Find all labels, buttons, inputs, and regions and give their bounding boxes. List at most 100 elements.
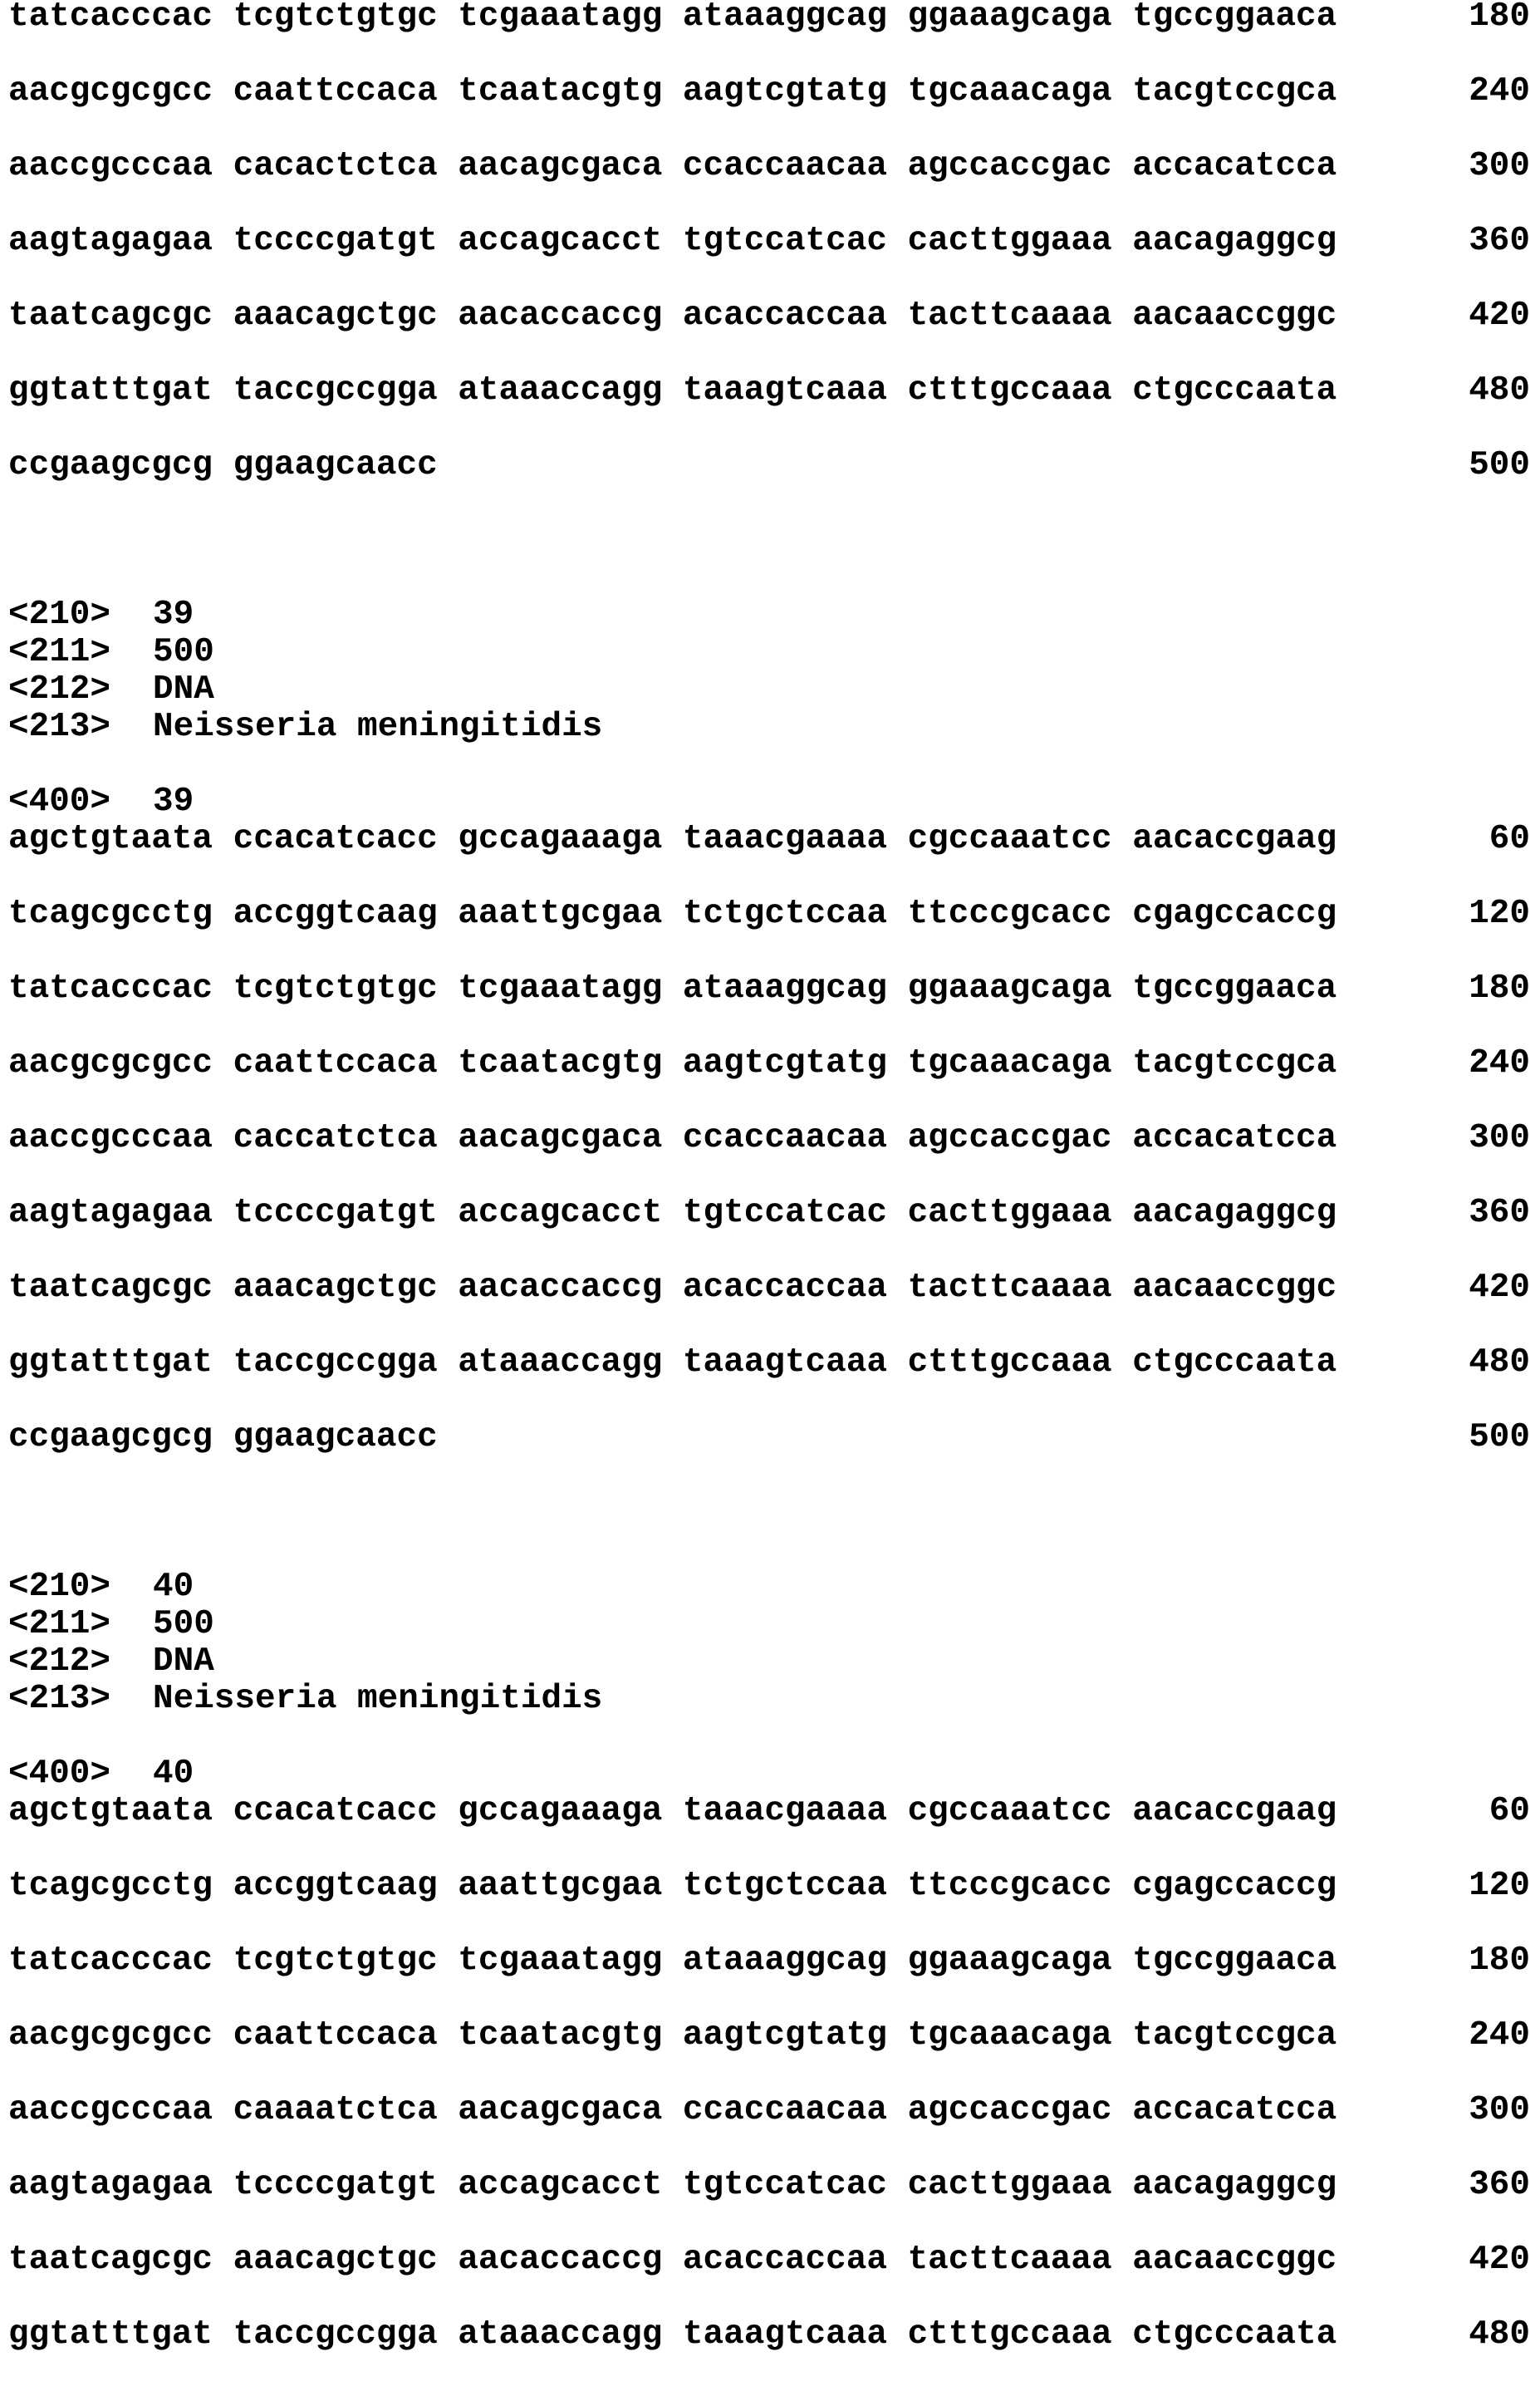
field-value: DNA (153, 1642, 214, 1681)
position-number: 300 (1469, 1120, 1530, 1157)
field-line: <210>40 (8, 1569, 1530, 1606)
sequence-text: agctgtaata ccacatcacc gccagaaaga taaacga… (8, 1792, 1336, 1830)
field-tag: <213> (8, 709, 153, 746)
field-value: 39 (153, 783, 194, 821)
field-value: Neisseria meningitidis (153, 708, 602, 746)
sequence-entry: <210>39<211>500<212>DNA<213>Neisseria me… (8, 597, 1530, 1456)
sequence-text: aaccgcccaa caccatctca aacagcgaca ccaccaa… (8, 1119, 1336, 1157)
field-tag: <211> (8, 1606, 153, 1643)
sequence-text: ccgaagcgcg ggaagcaacc (8, 1418, 438, 1456)
sequence-text: ccgaagcgcg ggaagcaacc (8, 446, 438, 484)
sequence-row: aagtagagaa tccccgatgt accagcacct tgtccat… (8, 2167, 1530, 2204)
sequence-row: tcagcgcctg accggtcaag aaattgcgaa tctgctc… (8, 896, 1530, 933)
sequence-text: aacgcgcgcc caattccaca tcaatacgtg aagtcgt… (8, 2016, 1336, 2055)
sequence-text: aagtagagaa tccccgatgt accagcacct tgtccat… (8, 2166, 1336, 2204)
field-value: 40 (153, 1568, 194, 1606)
field-tag: <210> (8, 597, 153, 634)
position-number: 120 (1469, 896, 1530, 933)
entry-header: <210>40<211>500<212>DNA<213>Neisseria me… (8, 1569, 1530, 1718)
position-number: 240 (1469, 73, 1530, 110)
sequence-text: tcagcgcctg accggtcaag aaattgcgaa tctgctc… (8, 1867, 1336, 1905)
sequence-text: ggtatttgat taccgccgga ataaaccagg taaagtc… (8, 1343, 1336, 1382)
sequence-row: aacgcgcgcc caattccaca tcaatacgtg aagtcgt… (8, 1045, 1530, 1083)
sequence-text: taatcagcgc aaacagctgc aacaccaccg acaccac… (8, 2241, 1336, 2279)
sequence-row: taatcagcgc aaacagctgc aacaccaccg acaccac… (8, 1269, 1530, 1307)
position-number: 360 (1469, 2167, 1530, 2204)
field-value: 39 (153, 596, 194, 634)
block-spacer (8, 1494, 1530, 1569)
sequence-text: taatcagcgc aaacagctgc aacaccaccg acaccac… (8, 297, 1336, 335)
sequence-row: ggtatttgat taccgccgga ataaaccagg taaagtc… (8, 1344, 1530, 1382)
position-number: 300 (1469, 2092, 1530, 2129)
field-line: <211>500 (8, 1606, 1530, 1643)
sequence-text: tatcacccac tcgtctgtgc tcgaaatagg ataaagg… (8, 970, 1336, 1008)
sequence-row: tatcacccac tcgtctgtgc tcgaaatagg ataaagg… (8, 970, 1530, 1008)
field-tag: <400> (8, 1755, 153, 1793)
continued-sequence-block: tatcacccac tcgtctgtgc tcgaaatagg ataaagg… (8, 0, 1530, 484)
field-value: DNA (153, 670, 214, 709)
sequence-row: ccgaagcgcg ggaagcaacc 500 (8, 1419, 1530, 1456)
block-spacer (8, 522, 1530, 597)
field-line: <213>Neisseria meningitidis (8, 709, 1530, 746)
position-number: 420 (1469, 297, 1530, 335)
sequence-text: aaccgcccaa caaaatctca aacagcgaca ccaccaa… (8, 2091, 1336, 2129)
sequence-text: agctgtaata ccacatcacc gccagaaaga taaacga… (8, 820, 1336, 858)
position-number: 480 (1469, 2316, 1530, 2354)
sequence-text: taatcagcgc aaacagctgc aacaccaccg acaccac… (8, 1269, 1336, 1307)
sequence-text: ggtatttgat taccgccgga ataaaccagg taaagtc… (8, 2315, 1336, 2354)
sequence-text: tatcacccac tcgtctgtgc tcgaaatagg ataaagg… (8, 0, 1336, 36)
sequence-row: ccgaagcgcg ggaagcaacc 500 (8, 447, 1530, 484)
sequence-row: aaccgcccaa caaaatctca aacagcgaca ccaccaa… (8, 2092, 1530, 2129)
field-line: <213>Neisseria meningitidis (8, 1681, 1530, 1718)
sequence-row: agctgtaata ccacatcacc gccagaaaga taaacga… (8, 1793, 1530, 1830)
sequence-text: aacgcgcgcc caattccaca tcaatacgtg aagtcgt… (8, 72, 1336, 110)
sequence-row: taatcagcgc aaacagctgc aacaccaccg acaccac… (8, 2241, 1530, 2279)
field-tag: <213> (8, 1681, 153, 1718)
position-number: 500 (1469, 1419, 1530, 1456)
sequence-row: agctgtaata ccacatcacc gccagaaaga taaacga… (8, 821, 1530, 858)
sequence-row: aaccgcccaa caccatctca aacagcgaca ccaccaa… (8, 1120, 1530, 1157)
position-number: 180 (1469, 970, 1530, 1008)
position-number: 360 (1469, 223, 1530, 260)
header-spacer (8, 746, 1530, 783)
sequence-entry: <210>40<211>500<212>DNA<213>Neisseria me… (8, 1569, 1530, 2354)
sequence-text: aagtagagaa tccccgatgt accagcacct tgtccat… (8, 222, 1336, 260)
sequence-text: tcagcgcctg accggtcaag aaattgcgaa tctgctc… (8, 895, 1336, 933)
position-number: 120 (1469, 1868, 1530, 1905)
field-tag: <212> (8, 671, 153, 709)
sequence-row: aagtagagaa tccccgatgt accagcacct tgtccat… (8, 223, 1530, 260)
sequence-listing-page: tatcacccac tcgtctgtgc tcgaaatagg ataaagg… (8, 0, 1530, 2391)
sequence-row: aaccgcccaa cacactctca aacagcgaca ccaccaa… (8, 148, 1530, 185)
position-number: 60 (1489, 821, 1530, 858)
position-number: 420 (1469, 2241, 1530, 2279)
field-value: 500 (153, 1605, 214, 1643)
field-tag: <211> (8, 634, 153, 671)
sequence-row: taatcagcgc aaacagctgc aacaccaccg acaccac… (8, 297, 1530, 335)
position-number: 240 (1469, 1045, 1530, 1083)
position-number: 360 (1469, 1195, 1530, 1232)
position-number: 300 (1469, 148, 1530, 185)
sequence-row: tatcacccac tcgtctgtgc tcgaaatagg ataaagg… (8, 1942, 1530, 1980)
field-tag: <212> (8, 1643, 153, 1681)
field-line: <400>39 (8, 783, 1530, 821)
sequence-row: aagtagagaa tccccgatgt accagcacct tgtccat… (8, 1195, 1530, 1232)
position-number: 480 (1469, 372, 1530, 410)
sequence-row: aacgcgcgcc caattccaca tcaatacgtg aagtcgt… (8, 73, 1530, 110)
field-line: <210>39 (8, 597, 1530, 634)
field-tag: <400> (8, 783, 153, 821)
field-line: <400>40 (8, 1755, 1530, 1793)
entry-header: <210>39<211>500<212>DNA<213>Neisseria me… (8, 597, 1530, 746)
sequence-row: ggtatttgat taccgccgga ataaaccagg taaagtc… (8, 2316, 1530, 2354)
field-line: <212>DNA (8, 671, 1530, 709)
sequence-row: aacgcgcgcc caattccaca tcaatacgtg aagtcgt… (8, 2017, 1530, 2055)
position-number: 180 (1469, 0, 1530, 36)
sequence-row: tcagcgcctg accggtcaag aaattgcgaa tctgctc… (8, 1868, 1530, 1905)
field-value: 40 (153, 1755, 194, 1793)
position-number: 500 (1469, 447, 1530, 484)
sequence-text: aacgcgcgcc caattccaca tcaatacgtg aagtcgt… (8, 1044, 1336, 1083)
sequence-text: tatcacccac tcgtctgtgc tcgaaatagg ataaagg… (8, 1942, 1336, 1980)
position-number: 480 (1469, 1344, 1530, 1382)
sequence-text: ggtatttgat taccgccgga ataaaccagg taaagtc… (8, 371, 1336, 410)
sequence-row: ggtatttgat taccgccgga ataaaccagg taaagtc… (8, 372, 1530, 410)
position-number: 60 (1489, 1793, 1530, 1830)
